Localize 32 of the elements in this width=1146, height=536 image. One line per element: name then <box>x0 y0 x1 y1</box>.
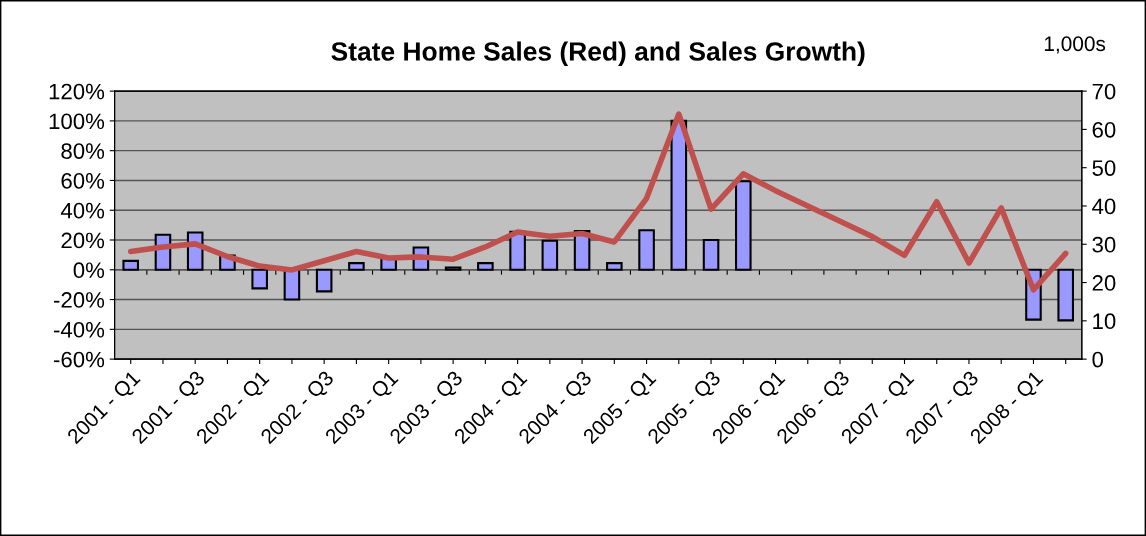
y-tick-label: 120% <box>49 83 105 100</box>
bar <box>444 266 462 271</box>
bar <box>315 268 333 293</box>
y2-tick-label: 70 <box>1092 83 1116 100</box>
y2-tick-label: 30 <box>1092 236 1116 253</box>
y-tick-label: -60% <box>53 351 105 368</box>
bar <box>122 259 140 271</box>
bar <box>735 180 752 271</box>
bar <box>348 262 365 271</box>
bar <box>638 229 655 271</box>
bar <box>477 262 494 271</box>
bar <box>702 238 720 271</box>
y2-tick-label: 0 <box>1092 351 1104 368</box>
y-tick-label: -20% <box>53 292 105 308</box>
bar <box>251 268 268 290</box>
y-tick-label: 0% <box>73 262 105 279</box>
y-tick-label: -40% <box>53 321 105 338</box>
y2-tick-label: 60 <box>1092 121 1116 138</box>
bar <box>1057 268 1074 322</box>
bar <box>541 239 559 271</box>
y-tick-label: 60% <box>61 172 105 189</box>
y2-tick-label: 50 <box>1092 160 1116 176</box>
y-tick-label: 20% <box>61 232 105 249</box>
y2-tick-label: 20 <box>1092 275 1116 291</box>
y-tick-label: 80% <box>61 143 105 159</box>
y2-tick-label: 10 <box>1093 313 1116 330</box>
y2-axis-title: 1,000s <box>1044 36 1106 54</box>
y2-tick-label: 40 <box>1092 198 1116 215</box>
bar <box>606 262 623 271</box>
y-tick-label: 40% <box>60 202 105 219</box>
chart-title: State Home Sales (Red) and Sales Growth) <box>331 41 865 67</box>
y-tick-label: 100% <box>49 113 105 130</box>
